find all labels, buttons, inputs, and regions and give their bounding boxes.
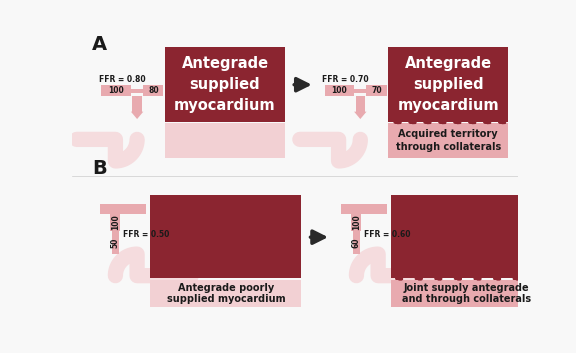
Text: 80: 80 [148,86,158,95]
FancyBboxPatch shape [351,214,362,231]
FancyBboxPatch shape [150,195,301,278]
Text: 100: 100 [352,215,361,231]
Text: 60: 60 [352,237,361,248]
Text: 100: 100 [108,86,124,95]
FancyBboxPatch shape [388,123,509,158]
Text: 100: 100 [332,86,347,95]
FancyBboxPatch shape [366,85,386,96]
FancyBboxPatch shape [165,47,285,122]
FancyBboxPatch shape [388,47,509,122]
FancyBboxPatch shape [131,89,143,93]
Text: Acquired territory
through collaterals: Acquired territory through collaterals [396,129,501,152]
Text: FFR = 0.80: FFR = 0.80 [99,75,146,84]
Text: FFR = 0.50: FFR = 0.50 [123,231,169,239]
FancyBboxPatch shape [100,204,146,214]
FancyBboxPatch shape [391,195,543,278]
Text: Joint supply antegrade
and through collaterals: Joint supply antegrade and through colla… [402,283,532,304]
FancyBboxPatch shape [101,85,131,96]
Text: 70: 70 [372,86,382,95]
FancyBboxPatch shape [353,231,360,254]
FancyBboxPatch shape [132,96,142,112]
Text: B: B [92,159,107,178]
Text: 100: 100 [111,215,120,231]
Polygon shape [354,112,366,119]
FancyBboxPatch shape [111,214,120,231]
FancyBboxPatch shape [354,89,366,93]
Text: FFR = 0.60: FFR = 0.60 [364,231,411,239]
FancyBboxPatch shape [341,204,388,214]
Text: FFR = 0.70: FFR = 0.70 [322,75,369,84]
Text: Antegrade poorly
supplied myocardium: Antegrade poorly supplied myocardium [166,283,285,304]
Text: Antegrade
supplied
myocardium: Antegrade supplied myocardium [175,56,276,113]
FancyBboxPatch shape [165,123,285,158]
FancyBboxPatch shape [391,280,543,307]
Text: Antegrade
supplied
myocardium: Antegrade supplied myocardium [397,56,499,113]
FancyBboxPatch shape [150,280,301,307]
FancyBboxPatch shape [355,96,365,112]
FancyBboxPatch shape [143,85,164,96]
Text: A: A [92,35,107,54]
Text: 50: 50 [111,237,120,248]
FancyBboxPatch shape [325,85,354,96]
FancyBboxPatch shape [112,231,119,254]
Polygon shape [131,112,143,119]
